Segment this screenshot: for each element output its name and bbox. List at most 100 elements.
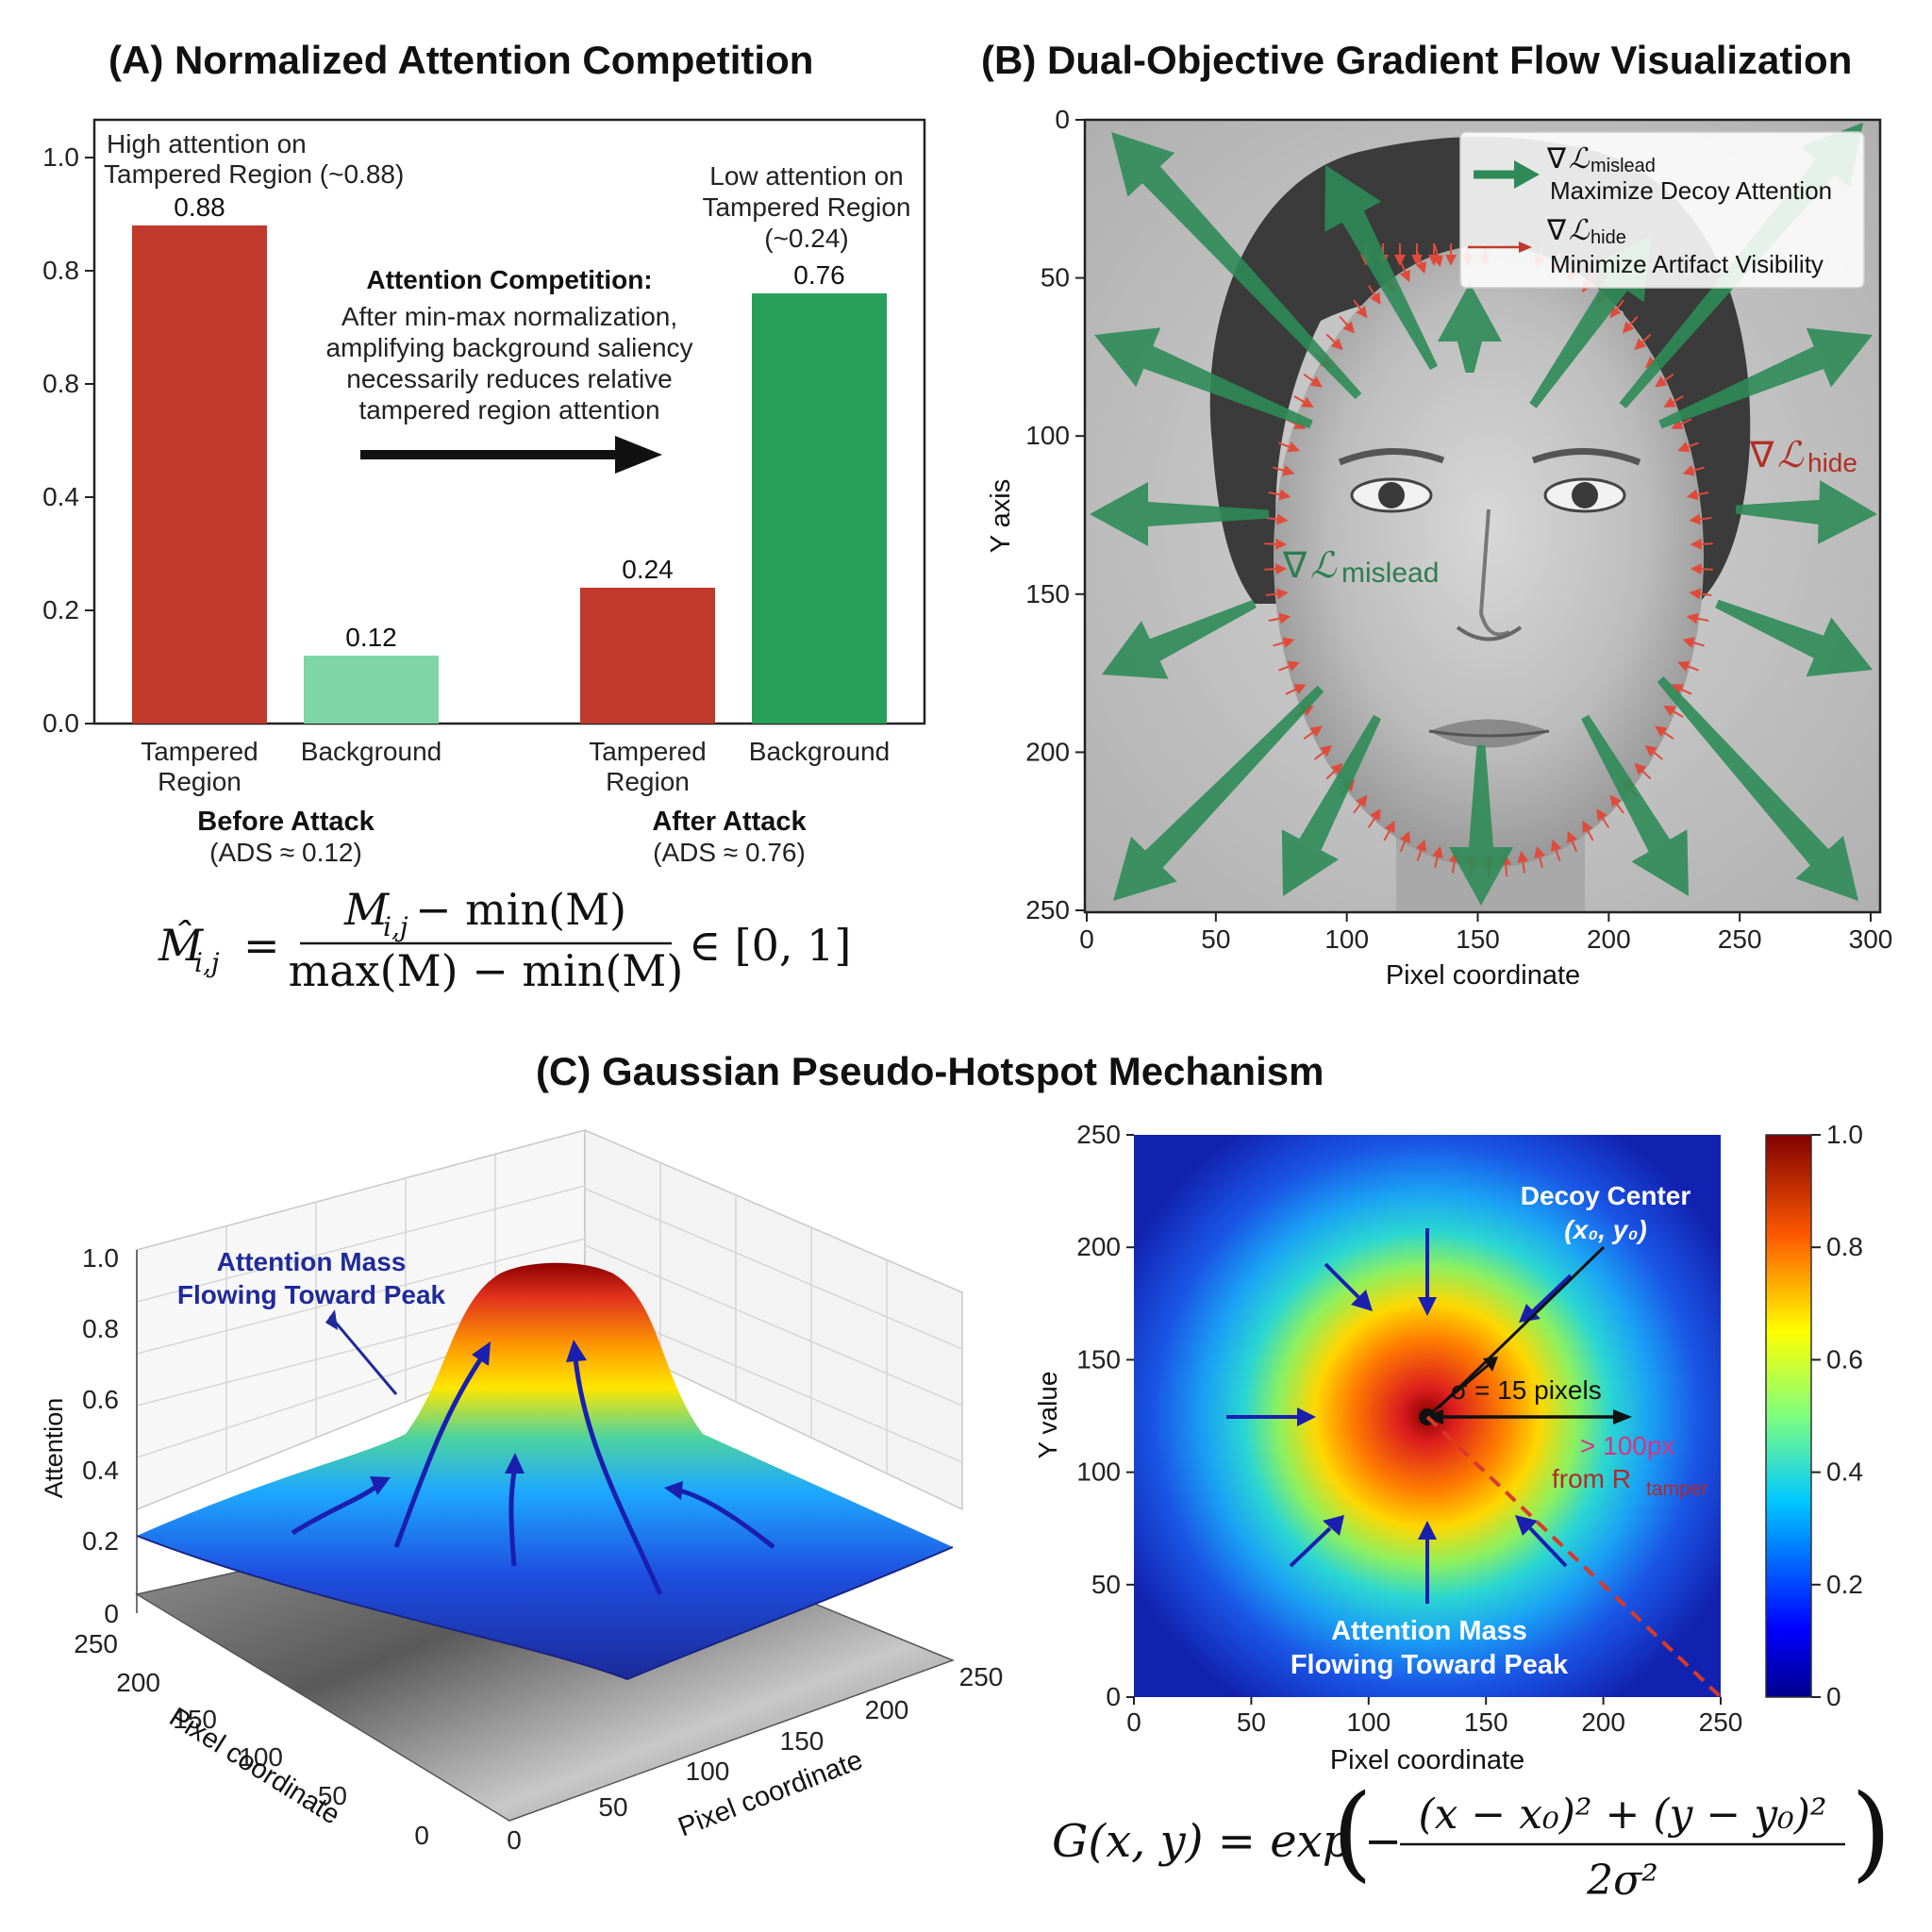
x-tick-label: 150 bbox=[1456, 924, 1500, 954]
hide-arrow bbox=[1517, 850, 1529, 874]
x-tick-label: Background bbox=[301, 737, 441, 766]
x-tick-label: 250 bbox=[1718, 924, 1762, 954]
panel-c-title: (C) Gaussian Pseudo-Hotspot Mechanism bbox=[536, 1049, 1324, 1093]
legend-mislead-sub: mislead bbox=[1591, 156, 1656, 176]
mislead-arrow bbox=[1094, 327, 1313, 429]
distance-label: > 100px bbox=[1580, 1431, 1674, 1460]
note-high-line2: Tampered Region (~0.88) bbox=[104, 159, 404, 189]
colorbar-tick-label: 0.2 bbox=[1826, 1570, 1863, 1599]
surface-zlabel: Attention bbox=[40, 1398, 68, 1499]
legend-mislead-grad: ∇ bbox=[1546, 143, 1567, 175]
formula-den: max(M) − min(M) bbox=[289, 945, 684, 996]
surface-back-panes bbox=[136, 1128, 963, 1511]
competition-line3: necessarily reduces relative bbox=[346, 364, 673, 393]
bar-value-label: 0.12 bbox=[345, 623, 397, 652]
x-tick-label: 50 bbox=[1201, 924, 1230, 954]
mislead-arrow bbox=[1735, 480, 1877, 544]
hide-arrow bbox=[1686, 489, 1709, 501]
gaussian-formula: G(x, y) = exp ( − (x − x₀)² + (y − y₀)² … bbox=[1052, 1774, 1891, 1905]
hide-arrow bbox=[1644, 744, 1663, 760]
note-high-line1: High attention on bbox=[107, 129, 307, 158]
hide-arrow bbox=[1567, 830, 1578, 853]
x-tick-label: 250 bbox=[1699, 1707, 1743, 1737]
surface-flow-arrows bbox=[291, 1340, 775, 1596]
hide-arrow bbox=[1634, 762, 1652, 780]
colorbar-tick-label: 0.6 bbox=[1826, 1344, 1863, 1374]
x-tick-label: 300 bbox=[1849, 924, 1893, 954]
hide-arrow bbox=[1399, 830, 1410, 853]
hide-arrow bbox=[1268, 612, 1291, 625]
x-tick-label: 100 bbox=[1324, 924, 1369, 954]
bar-value-label: 0.88 bbox=[174, 192, 225, 222]
y-tick-label: 200 bbox=[1025, 737, 1070, 766]
hide-arrow bbox=[1677, 660, 1699, 672]
legend-mislead-arrow-icon bbox=[1474, 160, 1540, 189]
y-tick-label: 1.0 bbox=[42, 142, 79, 172]
svg-text:(: ( bbox=[1332, 1774, 1373, 1892]
hide-arrow bbox=[1682, 637, 1705, 649]
right-tick-label: 100 bbox=[686, 1757, 730, 1786]
y-tick-label: 200 bbox=[1076, 1232, 1121, 1261]
panel-b-chart: ∇ ℒ mislead Maximize Decoy Attention ∇ ℒ… bbox=[986, 105, 1893, 991]
hide-arrow bbox=[1432, 845, 1443, 869]
label-hide: ∇ ℒ hide bbox=[1749, 434, 1857, 477]
hide-arrow bbox=[1655, 374, 1674, 388]
group-after-label: After Attack bbox=[652, 807, 807, 837]
left-tick-label: 200 bbox=[116, 1668, 160, 1697]
hide-arrow bbox=[1609, 794, 1624, 814]
formula-num: M bbox=[343, 884, 391, 935]
colorbar-tick-label: 0 bbox=[1826, 1682, 1841, 1711]
surface-left-axis-label: Pixel coordinate bbox=[164, 1702, 345, 1830]
z-tick-label: 0 bbox=[104, 1599, 119, 1628]
mislead-arrow bbox=[1715, 599, 1873, 677]
left-tick-label: 150 bbox=[173, 1705, 217, 1734]
left-tick-label: 50 bbox=[318, 1781, 347, 1810]
mislead-arrow bbox=[1111, 132, 1362, 400]
mislead-arrow bbox=[1324, 165, 1438, 371]
formula-num-rest: − min(M) bbox=[415, 884, 626, 935]
x-tick-label: 200 bbox=[1587, 924, 1631, 954]
hide-arrow bbox=[1265, 588, 1289, 600]
hide-arrow bbox=[1671, 684, 1692, 695]
panel-a-axes-frame bbox=[92, 118, 926, 725]
panel-c-heatmap-chart: σ = 15 pixels Decoy Center (x₀, y₀) > 10… bbox=[1033, 1120, 1863, 1775]
formula-lhs-sub: i,j bbox=[194, 947, 220, 978]
hide-arrow bbox=[1655, 725, 1674, 740]
panel-a-title: (A) Normalized Attention Competition bbox=[108, 38, 814, 82]
heatmap-ylabel: Y value bbox=[1033, 1372, 1062, 1459]
left-tick-label: 100 bbox=[239, 1742, 283, 1772]
panel-b-xlabel: Pixel coordinate bbox=[1386, 960, 1580, 991]
hide-arrow bbox=[1671, 418, 1692, 429]
hide-arrow bbox=[1273, 464, 1295, 476]
legend-hide-grad: ∇ bbox=[1546, 215, 1567, 246]
x-tick-label: Region bbox=[158, 767, 242, 796]
z-tick-label: 0.2 bbox=[82, 1526, 119, 1556]
hide-arrow bbox=[1367, 808, 1381, 828]
right-tick-label: 0 bbox=[507, 1825, 522, 1855]
legend-mislead-loss: ℒ bbox=[1569, 142, 1591, 175]
label-mislead: ∇ ℒ mislead bbox=[1282, 544, 1439, 589]
hide-arrow bbox=[1534, 845, 1545, 869]
decoy-coords: (x₀, y₀) bbox=[1564, 1215, 1646, 1244]
hide-arrow bbox=[1682, 464, 1705, 476]
hide-arrow bbox=[1293, 395, 1314, 408]
bar-value-label: 0.76 bbox=[793, 260, 845, 290]
y-tick-label: 150 bbox=[1076, 1344, 1121, 1374]
hide-arrow bbox=[1677, 441, 1699, 453]
right-tick-label: 200 bbox=[865, 1695, 909, 1724]
svg-text:hide: hide bbox=[1807, 448, 1857, 477]
x-tick-label: Tampered bbox=[589, 737, 707, 766]
y-tick-label: 50 bbox=[1041, 263, 1070, 292]
group-before-sub: (ADS ≈ 0.12) bbox=[209, 838, 362, 867]
lips-shape bbox=[1429, 719, 1549, 748]
hide-arrow bbox=[1278, 441, 1300, 453]
formula-lhs: M̂ bbox=[158, 920, 205, 971]
legend-hide-desc: Minimize Artifact Visibility bbox=[1550, 250, 1824, 278]
hide-arrow bbox=[1596, 808, 1610, 828]
competition-title: Attention Competition: bbox=[366, 265, 652, 294]
hide-arrow bbox=[1582, 820, 1594, 841]
svg-text:=: = bbox=[243, 920, 280, 971]
group-before-label: Before Attack bbox=[197, 807, 375, 837]
hide-arrow bbox=[1415, 839, 1427, 861]
hide-arrow bbox=[1690, 563, 1713, 575]
